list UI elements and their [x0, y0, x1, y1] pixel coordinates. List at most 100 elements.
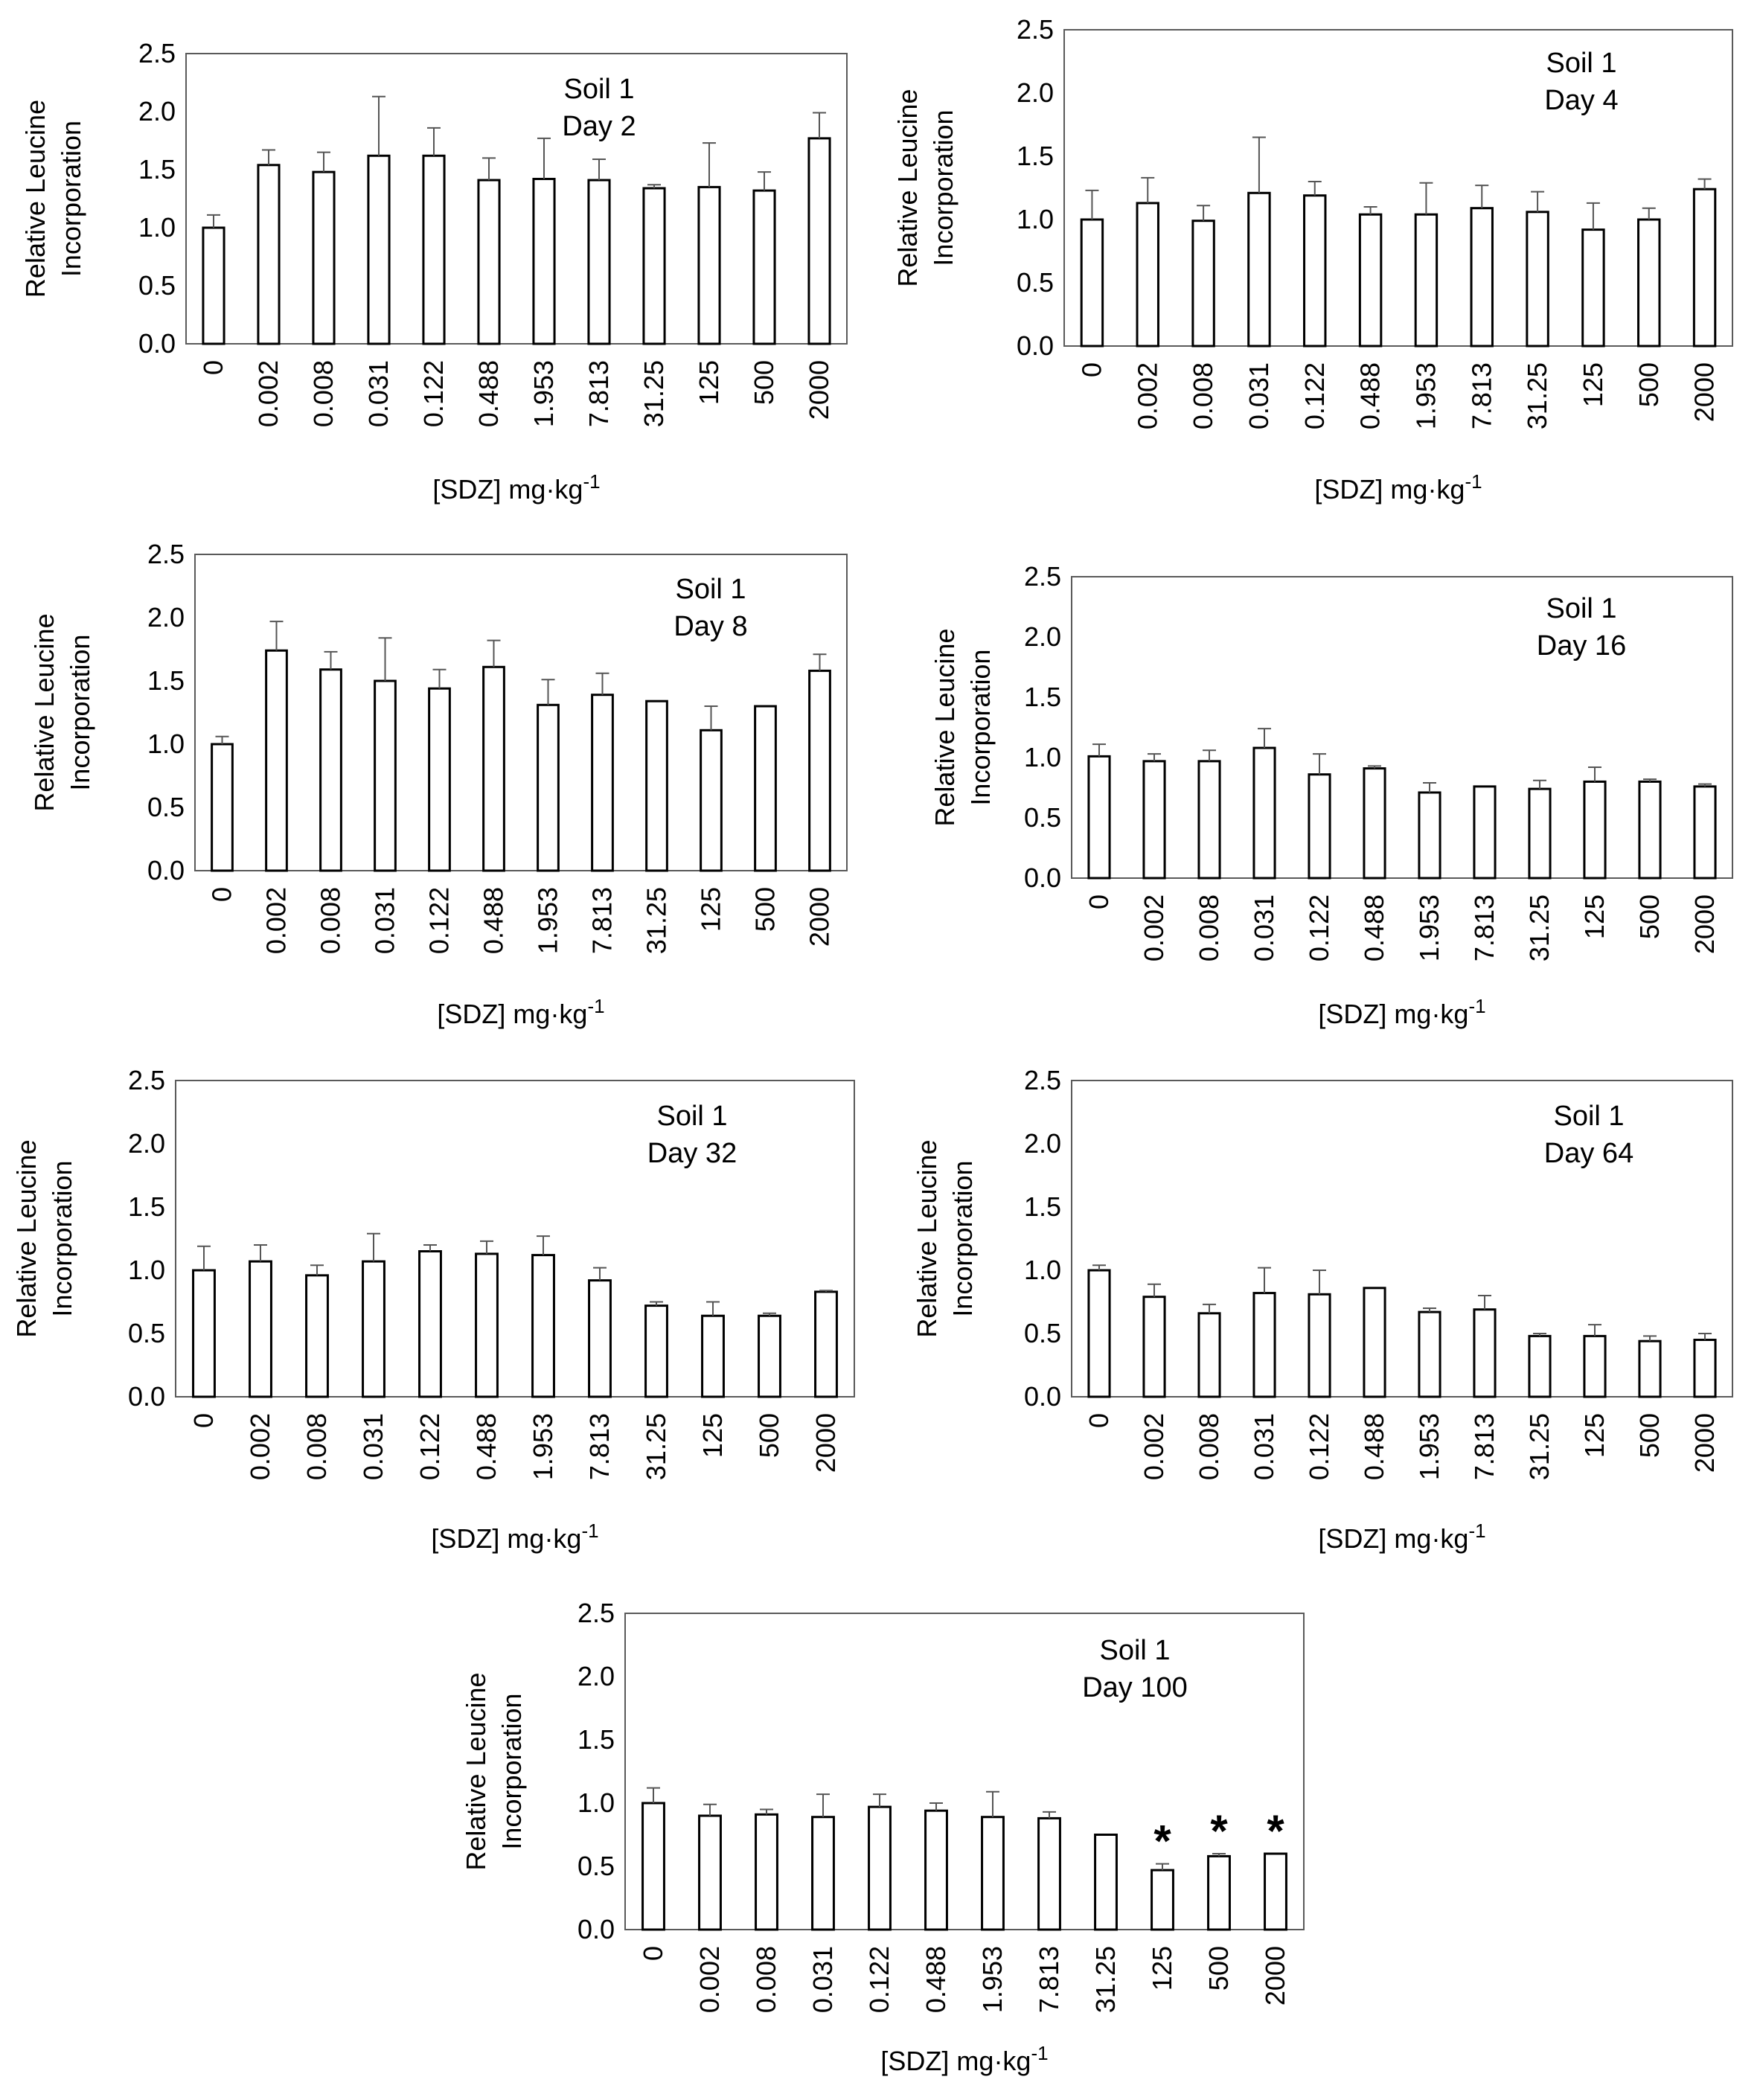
x-tick-label: 0.488 [479, 887, 509, 954]
error-bar [1423, 782, 1436, 793]
x-tick-label: 0 [207, 887, 237, 902]
y-tick-label: 2.0 [577, 1661, 615, 1691]
chart-title: Soil 1 [1099, 1635, 1170, 1666]
x-tick-label: 0.002 [1139, 1413, 1169, 1480]
error-bar [324, 650, 338, 670]
error-bar [541, 679, 555, 705]
error-bar [1043, 1811, 1056, 1819]
error-bar [1203, 1303, 1216, 1313]
y-tick-label: 2.0 [1017, 77, 1054, 108]
bar [1693, 785, 1717, 880]
y-tick-label: 1.5 [147, 665, 185, 696]
bar [868, 1805, 892, 1931]
y-tick-label: 0.5 [1024, 1318, 1061, 1348]
x-axis-label-text: [SDZ] mg·kg [1318, 999, 1468, 1029]
x-tick-label: 1.953 [528, 360, 559, 427]
y-tick-label: 2.5 [138, 38, 176, 68]
bar [1247, 191, 1271, 348]
x-axis-label: [SDZ] mg·kg-1 [1318, 995, 1485, 1029]
bar [1418, 1310, 1441, 1398]
y-axis-label: Incorporation [65, 634, 95, 790]
x-tick-label: 0.122 [864, 1946, 895, 2013]
chart-title: Soil 1 [1553, 1101, 1624, 1132]
bar [1303, 194, 1327, 348]
y-axis-label: Incorporation [965, 649, 996, 805]
x-axis-label-superscript: -1 [1465, 470, 1482, 493]
error-bar [310, 1264, 324, 1275]
bar [1264, 1852, 1287, 1931]
bar [1638, 780, 1662, 880]
x-tick-label: 125 [1578, 362, 1608, 407]
error-bar [819, 1290, 833, 1292]
x-tick-label: 125 [697, 1413, 728, 1458]
bar [1637, 218, 1661, 348]
bar [305, 1274, 329, 1398]
chart-subtitle: Day 32 [647, 1138, 737, 1169]
bar [807, 137, 831, 345]
error-bar [1419, 182, 1433, 215]
x-tick-label: 7.813 [584, 1413, 615, 1480]
significance-marker: * [1153, 1816, 1171, 1866]
bar [1473, 1308, 1497, 1398]
y-axis-label: Incorporation [47, 1160, 77, 1316]
bar [1191, 220, 1215, 348]
x-tick-label: 2000 [1689, 1413, 1720, 1473]
bar [754, 705, 777, 872]
bar [697, 185, 721, 345]
error-bar [1308, 181, 1322, 196]
y-tick-label: 0.5 [138, 270, 176, 301]
error-bar [1252, 136, 1266, 193]
error-bar [1156, 1863, 1169, 1871]
bar [1581, 228, 1605, 348]
bar [477, 179, 501, 345]
x-axis-label-superscript: -1 [581, 1520, 598, 1542]
bar [531, 1254, 555, 1398]
x-tick-label: 7.813 [1469, 1413, 1500, 1480]
chart-panel: 0.0 0.5 1.0 1.5 2.0 2.5 Relative Leucine Incorp… [11, 1065, 855, 1554]
error-bar [813, 112, 826, 138]
error-bar [1586, 202, 1600, 230]
bar [265, 649, 288, 872]
x-tick-label: 0.031 [1249, 1413, 1279, 1480]
x-axis-label-superscript: -1 [1468, 1520, 1485, 1542]
bar [1252, 1292, 1276, 1398]
x-tick-label: 7.813 [583, 360, 614, 427]
x-tick-label: 31.25 [641, 1413, 671, 1480]
y-axis-label: Relative Leucine [461, 1672, 491, 1870]
x-tick-label: 1.953 [1414, 1413, 1444, 1480]
bar [428, 687, 451, 872]
y-tick-label: 0.0 [138, 328, 176, 359]
error-bar [873, 1793, 886, 1808]
error-bar [816, 1793, 830, 1817]
y-tick-label: 1.0 [128, 1255, 165, 1285]
bar [1692, 188, 1717, 348]
chart-subtitle: Day 64 [1544, 1138, 1633, 1169]
x-tick-label: 500 [754, 1413, 784, 1458]
y-axis-label: Incorporation [496, 1693, 527, 1849]
x-tick-label: 2000 [810, 1413, 841, 1473]
x-tick-label: 0.002 [1132, 362, 1162, 429]
x-tick-label: 125 [1579, 894, 1610, 939]
error-bar [262, 149, 275, 165]
bar [211, 743, 234, 872]
error-bar [1203, 749, 1216, 761]
y-tick-label: 2.5 [577, 1598, 615, 1628]
bar [1583, 780, 1607, 880]
chart-subtitle: Day 4 [1544, 85, 1618, 116]
error-bar [1363, 206, 1377, 215]
error-bar [1423, 1307, 1436, 1313]
error-bar [1313, 753, 1326, 775]
y-tick-label: 0.5 [577, 1851, 615, 1881]
chart-panel: 0.0 0.5 1.0 1.5 2.0 2.5 Relative Leucine Incorp… [912, 1065, 1733, 1554]
bar [482, 665, 505, 872]
x-tick-label: 0 [1076, 362, 1107, 377]
x-tick-label: 0.031 [358, 1413, 388, 1480]
error-bar [1148, 753, 1161, 761]
bar [1473, 785, 1497, 880]
plot-frame [1071, 576, 1733, 879]
y-tick-label: 1.5 [1024, 682, 1061, 712]
bar [1528, 1334, 1552, 1398]
error-bar [1533, 779, 1546, 790]
bar [362, 1260, 385, 1398]
